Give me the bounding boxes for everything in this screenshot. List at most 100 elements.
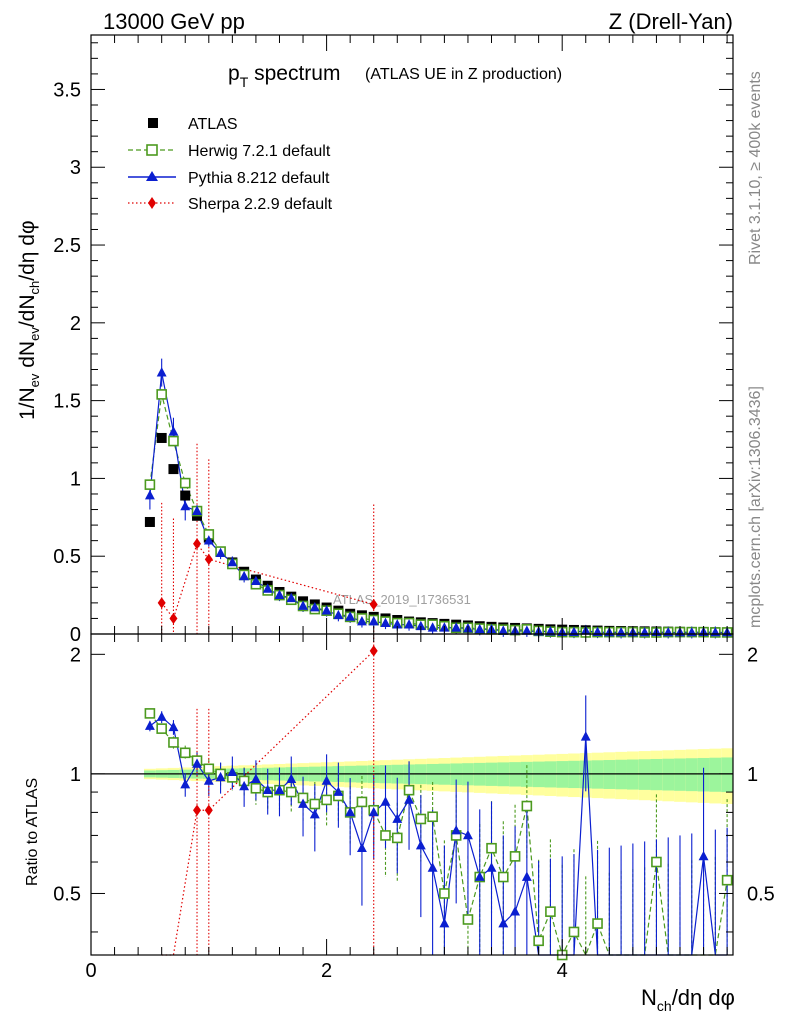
atlas-point [168, 464, 179, 475]
header-right: Z (Drell-Yan) [609, 9, 733, 34]
ratio-herwig-point [168, 737, 179, 748]
pythia-point [215, 547, 226, 557]
ratio-pythia-point [298, 798, 308, 808]
ratio-pythia-point [439, 918, 450, 928]
atlas-point [156, 432, 167, 443]
ratio-herwig-point [309, 798, 321, 810]
ratio-y-tick-label-right: 0.5 [747, 883, 775, 905]
y-tick-label: 0 [70, 624, 81, 646]
ratio-herwig-point [403, 784, 415, 796]
header-left: 13000 GeV pp [103, 9, 245, 34]
ratio-herwig-point [156, 723, 167, 734]
legend-label-pythia: Pythia 8.212 default [188, 170, 330, 187]
ratio-herwig-point [439, 888, 450, 899]
sherpa-point [369, 598, 378, 611]
y-tick-label: 1.5 [53, 391, 81, 413]
x-tick-label: 2 [321, 960, 332, 982]
ratio-herwig-point [592, 918, 603, 929]
pythia-point [203, 535, 214, 545]
pythia-point [274, 589, 285, 599]
pythia-point [427, 622, 438, 632]
pythia-point [262, 583, 273, 593]
ratio-band-stat [650, 758, 663, 791]
ratio-series-layer [144, 634, 733, 961]
chart-subtitle: (ATLAS UE in Z production) [365, 66, 562, 83]
pythia-point [368, 616, 379, 626]
x-tick-label: 4 [557, 960, 568, 982]
pythia-point [168, 426, 179, 436]
ratio-pythia-point [333, 786, 344, 796]
sherpa-point [157, 597, 166, 609]
xlabel-1: N [641, 985, 657, 1010]
ratio-herwig-point [250, 782, 262, 794]
pythia-point [333, 609, 344, 620]
ratio-herwig-point [391, 832, 403, 844]
pythia-point [227, 556, 238, 567]
pythia-point [415, 620, 426, 631]
ratio-herwig-point [427, 811, 438, 823]
ratio-band-stat [709, 757, 722, 792]
ratio-y-tick-label: 0.5 [53, 883, 81, 905]
ratio-frame [90, 633, 734, 956]
pythia-point [144, 490, 155, 500]
sherpa-point [204, 553, 213, 565]
legend-label-herwig: Herwig 7.2.1 default [188, 143, 331, 160]
legend-marker-sherpa [148, 197, 156, 209]
ratio-herwig-point [721, 874, 733, 886]
legend-marker-herwig [146, 144, 158, 156]
pythia-point [545, 626, 556, 636]
ratio-pythia-point [510, 906, 521, 916]
xlabel-2: ch [657, 998, 672, 1014]
analysis-watermark: ATLAS_2019_I1736531 [333, 592, 471, 607]
ylabel-1: 1/N [16, 387, 39, 420]
pythia-point [380, 617, 391, 627]
ratio-y-tick-label-right: 1 [747, 764, 758, 786]
pythia-point [156, 367, 167, 377]
atlas-point [180, 490, 191, 501]
ratio-band-stat [603, 760, 616, 789]
herwig-point [144, 479, 156, 490]
y-tick-label: 3 [70, 157, 81, 179]
ratio-herwig-point [462, 914, 474, 925]
ratio-pythia-point [156, 711, 167, 721]
ratio-band-stat [615, 759, 627, 790]
ratio-herwig-point [545, 906, 556, 917]
ratio-y-tick-label-right: 2 [747, 644, 758, 666]
ratio-pythia-point [356, 842, 367, 853]
ratio-band-stat [626, 759, 639, 790]
ratio-y-axis-label: Ratio to ATLAS [24, 778, 41, 886]
ratio-pythia-point [321, 775, 332, 785]
title-main: p [228, 62, 240, 85]
pythia-point [309, 602, 320, 612]
ratio-pythia-point [698, 850, 709, 861]
ylabel-2: ev [27, 373, 42, 387]
x-axis-label: Nch/dη dφ [641, 985, 735, 1014]
sherpa-point [193, 538, 202, 550]
legend: ATLAS Herwig 7.2.1 default Pythia 8.212 … [128, 116, 333, 213]
ratio-pythia-point [380, 796, 391, 806]
ratio-herwig-point [509, 851, 521, 862]
title-rest: spectrum [248, 62, 340, 85]
y-tick-label: 2 [70, 313, 81, 335]
ratio-herwig-point [285, 786, 297, 798]
ratio-pythia-point [451, 825, 462, 835]
ratio-herwig-point [521, 800, 533, 812]
ratio-herwig-point [415, 813, 427, 825]
ratio-pythia-point [286, 773, 297, 783]
ratio-herwig-point [321, 794, 332, 806]
ratio-pythia-point [463, 829, 473, 840]
ratio-pythia-point [274, 784, 285, 795]
ratio-pythia-point [345, 806, 356, 817]
pythia-point [521, 625, 532, 635]
ratio-band-stat [638, 759, 651, 790]
y-tick-label: 1 [70, 468, 81, 490]
legend-label-sherpa: Sherpa 2.2.9 default [188, 196, 333, 213]
sherpa-line [161, 542, 374, 620]
ratio-herwig-point [568, 926, 580, 938]
ratio-pythia-point [580, 731, 591, 741]
herwig-point [179, 477, 191, 489]
pythia-point [474, 623, 485, 634]
ratio-herwig-point [356, 796, 368, 808]
y-tick-label: 0.5 [53, 546, 81, 568]
ratio-herwig-point [533, 935, 544, 947]
